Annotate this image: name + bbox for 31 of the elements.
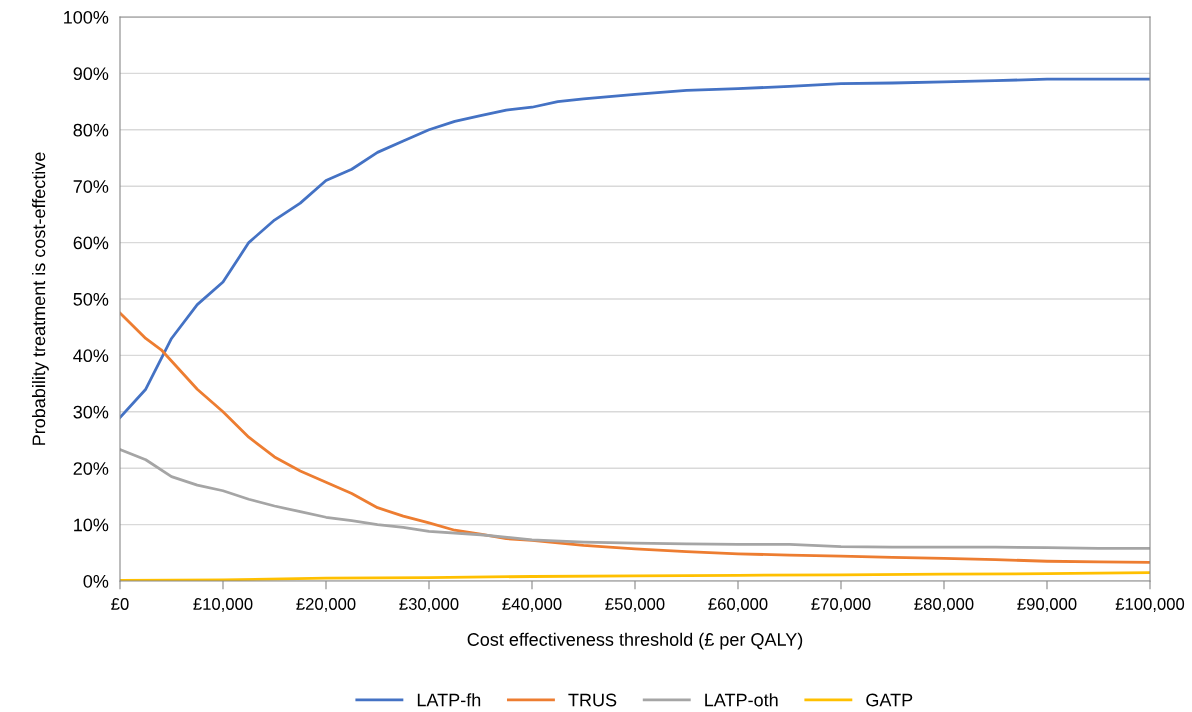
y-tick-label: 80% — [73, 123, 109, 137]
x-tick-label: £0 — [111, 598, 129, 610]
x-tick-label: £60,000 — [708, 598, 768, 612]
y-tick-label: 70% — [73, 180, 109, 193]
y-tick-label: 10% — [74, 518, 109, 532]
line-series — [120, 77, 1150, 419]
y-tick-label: 50% — [73, 292, 109, 306]
x-tick-label: £70,000 — [811, 598, 871, 612]
x-axis-title: Cost effectiveness threshold (£ per QALY) — [467, 632, 803, 650]
x-tick-label: £20,000 — [296, 598, 356, 612]
y-tick-label: 20% — [73, 462, 109, 475]
y-tick-label: 30% — [73, 405, 109, 419]
line-series — [120, 311, 1150, 564]
y-axis-title: Probability treatment is cost-effective — [31, 152, 49, 445]
legend-label: LATP-oth — [705, 693, 778, 707]
legend-label: GATP — [866, 693, 913, 707]
y-tick-label: 60% — [73, 236, 109, 250]
x-tick-label: £30,000 — [399, 598, 459, 612]
x-tick-label: £80,000 — [914, 598, 974, 612]
x-tick-label: £40,000 — [502, 598, 562, 612]
legend-label: LATP-fh — [417, 693, 481, 707]
line-series — [120, 448, 1150, 550]
x-tick-label: £90,000 — [1017, 598, 1077, 612]
y-tick-label: 0% — [83, 574, 109, 588]
x-tick-label: £10,000 — [193, 598, 253, 612]
y-tick-label: 100% — [64, 10, 109, 24]
x-tick-label: £100,000 — [1115, 598, 1185, 612]
x-tick-label: £50,000 — [605, 598, 665, 612]
y-tick-label: 40% — [73, 349, 109, 363]
legend-label: TRUS — [568, 693, 617, 707]
y-tick-label: 90% — [73, 67, 109, 81]
